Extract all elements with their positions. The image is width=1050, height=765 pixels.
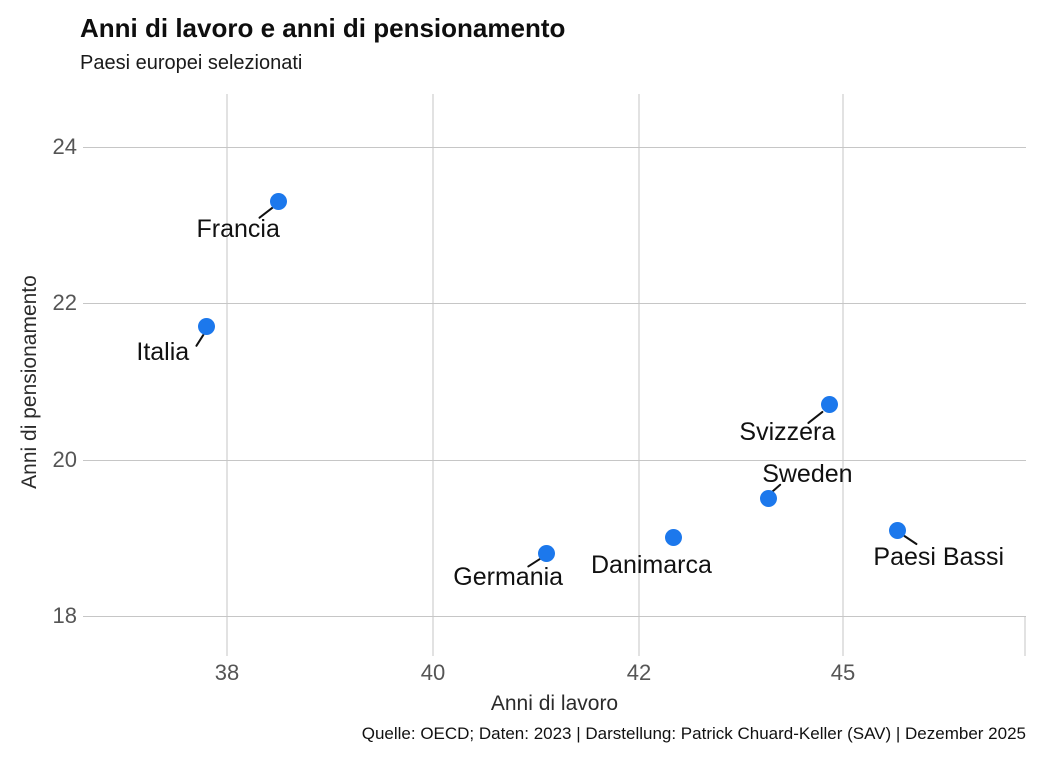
- y-tick-label-20: 20: [52, 446, 77, 472]
- data-point-svizzera[interactable]: [820, 396, 838, 414]
- gridline-y-18: [83, 616, 1026, 617]
- data-point-danimarca[interactable]: [664, 529, 682, 547]
- y-tick-label-22: 22: [52, 290, 77, 316]
- y-tick-label-24: 24: [52, 134, 77, 159]
- x-axis-edge-tick: [1024, 616, 1026, 656]
- x-tick-label-38: 38: [214, 660, 240, 685]
- plot-area: Italia Francia Germania Danimarca Sweden Sviz…: [83, 94, 1026, 656]
- gridline-x-38: [226, 94, 228, 656]
- x-axis-title: Anni di lavoro: [490, 692, 619, 715]
- data-point-francia[interactable]: [270, 193, 287, 211]
- gridline-y-24: [83, 147, 1026, 148]
- y-tick-label-18: 18: [52, 603, 77, 628]
- leader-line-italia: [195, 333, 205, 347]
- gridline-y-20: [83, 460, 1026, 461]
- data-point-sweden[interactable]: [759, 490, 777, 508]
- point-label-danimarca: Danimarca: [591, 550, 712, 579]
- point-label-francia: Francia: [196, 214, 280, 243]
- point-label-italia: Italia: [136, 337, 190, 366]
- x-tick-label-42: 42: [626, 660, 652, 685]
- x-tick-label-45: 45: [830, 660, 856, 685]
- point-label-paesi-bassi: Paesi Bassi: [873, 543, 1005, 572]
- data-point-paesi-bassi[interactable]: [888, 521, 906, 539]
- chart-title: Anni di lavoro e anni di pensionamento: [80, 13, 566, 43]
- point-label-germania: Germania: [453, 563, 564, 592]
- gridline-x-40: [432, 94, 434, 656]
- gridline-y-22: [83, 303, 1026, 304]
- source-note: Quelle: OECD; Daten: 2023 | Darstellung:…: [361, 724, 1026, 743]
- point-label-svizzera: Svizzera: [739, 417, 836, 446]
- data-point-italia[interactable]: [197, 318, 215, 336]
- gridline-x-42: [638, 94, 640, 656]
- data-point-germania[interactable]: [537, 544, 555, 562]
- gridline-x-45: [842, 94, 844, 656]
- chart-subtitle: Paesi europei selezionati: [80, 52, 303, 74]
- point-label-sweden: Sweden: [762, 459, 853, 488]
- y-axis-title: Anni di pensionamento: [18, 275, 41, 489]
- x-tick-label-40: 40: [420, 660, 446, 685]
